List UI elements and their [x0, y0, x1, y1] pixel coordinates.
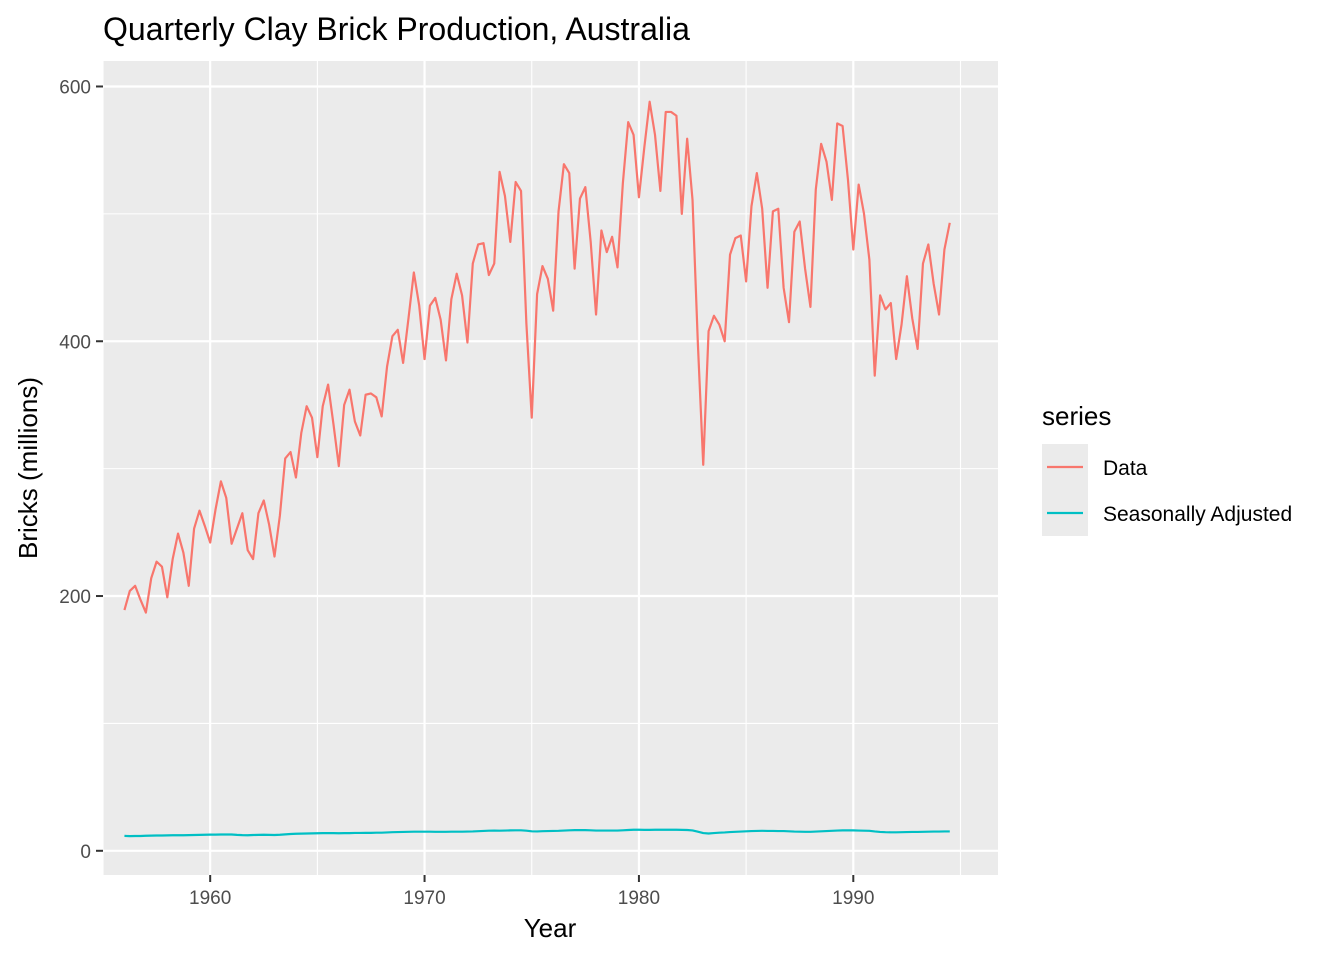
series-line-seasonally-adjusted [124, 828, 950, 838]
legend-label-seasonally-adjusted: Seasonally Adjusted [1103, 503, 1292, 526]
x-axis: 1960 1970 1980 1990 [189, 875, 874, 909]
legend: series Data Seasonally Adjusted [1042, 401, 1292, 536]
y-tick-label: 600 [59, 77, 91, 98]
series-line-data [123, 100, 951, 614]
x-tick-label: 1990 [832, 888, 874, 909]
y-tick-label: 400 [59, 332, 91, 353]
y-axis-title: Bricks (millions) [13, 377, 43, 559]
series-lines [123, 100, 951, 838]
y-axis: 0 200 400 600 [59, 77, 103, 863]
legend-title: series [1042, 401, 1111, 431]
chart-title: Quarterly Clay Brick Production, Austral… [103, 11, 690, 47]
x-axis-title: Year [524, 913, 577, 943]
y-tick-label: 200 [59, 587, 91, 608]
x-tick-label: 1960 [189, 888, 231, 909]
legend-label-data: Data [1103, 457, 1148, 480]
x-tick-label: 1980 [618, 888, 660, 909]
plot-panel [103, 61, 998, 875]
y-tick-label: 0 [80, 842, 91, 863]
x-tick-label: 1970 [403, 888, 445, 909]
grid-minor [102, 61, 998, 875]
